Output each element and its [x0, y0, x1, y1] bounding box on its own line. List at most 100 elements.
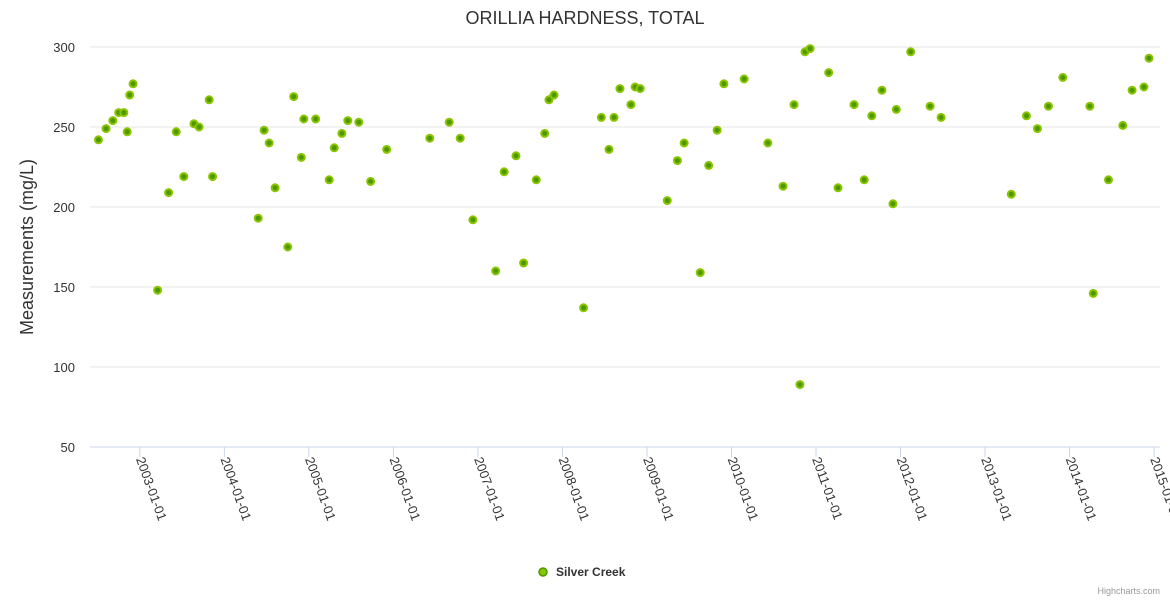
data-point[interactable] — [604, 144, 614, 154]
data-point[interactable] — [382, 144, 392, 154]
data-point[interactable] — [833, 183, 843, 193]
data-point[interactable] — [789, 100, 799, 110]
data-point[interactable] — [101, 124, 111, 134]
x-tick-label: 2015-01-01 — [1147, 455, 1170, 523]
data-point[interactable] — [125, 90, 135, 100]
x-tick-label: 2014-01-01 — [1063, 455, 1100, 523]
data-point[interactable] — [1088, 288, 1098, 298]
data-point[interactable] — [171, 127, 181, 137]
data-point[interactable] — [849, 100, 859, 110]
data-point[interactable] — [289, 92, 299, 102]
data-point[interactable] — [544, 95, 554, 105]
data-point[interactable] — [1058, 72, 1068, 82]
data-point[interactable] — [253, 213, 263, 223]
data-point[interactable] — [936, 112, 946, 122]
x-tick-label: 2008-01-01 — [556, 455, 593, 523]
y-tick-label: 100 — [53, 360, 75, 375]
data-point[interactable] — [1085, 101, 1095, 111]
data-point[interactable] — [763, 138, 773, 148]
data-point[interactable] — [259, 125, 269, 135]
data-point[interactable] — [615, 84, 625, 94]
data-point[interactable] — [128, 79, 138, 89]
data-point[interactable] — [122, 127, 132, 137]
data-point[interactable] — [1127, 85, 1137, 95]
data-point[interactable] — [672, 156, 682, 166]
data-point[interactable] — [679, 138, 689, 148]
data-point[interactable] — [906, 47, 916, 57]
x-tick-label: 2005-01-01 — [302, 455, 339, 523]
data-point[interactable] — [491, 266, 501, 276]
x-tick-label: 2009-01-01 — [640, 455, 677, 523]
data-point[interactable] — [270, 183, 280, 193]
data-point[interactable] — [877, 85, 887, 95]
x-tick-label: 2012-01-01 — [894, 455, 931, 523]
data-point[interactable] — [1118, 120, 1128, 130]
y-tick-label: 200 — [53, 200, 75, 215]
data-point[interactable] — [596, 112, 606, 122]
data-point[interactable] — [719, 79, 729, 89]
data-point[interactable] — [925, 101, 935, 111]
data-point[interactable] — [444, 117, 454, 127]
data-point[interactable] — [337, 128, 347, 138]
data-point[interactable] — [1021, 111, 1031, 121]
data-point[interactable] — [859, 175, 869, 185]
data-point[interactable] — [499, 167, 509, 177]
data-point[interactable] — [635, 84, 645, 94]
y-tick-label: 50 — [61, 440, 75, 455]
data-point[interactable] — [354, 117, 364, 127]
data-point[interactable] — [329, 143, 339, 153]
data-point[interactable] — [366, 176, 376, 186]
data-point[interactable] — [311, 114, 321, 124]
data-point[interactable] — [1103, 175, 1113, 185]
data-point[interactable] — [153, 285, 163, 295]
data-point[interactable] — [324, 175, 334, 185]
y-tick-label: 150 — [53, 280, 75, 295]
data-point[interactable] — [519, 258, 529, 268]
data-point[interactable] — [93, 135, 103, 145]
data-point[interactable] — [888, 199, 898, 209]
data-point[interactable] — [425, 133, 435, 143]
x-tick-label: 2004-01-01 — [218, 455, 255, 523]
data-point[interactable] — [1139, 82, 1149, 92]
data-point[interactable] — [179, 172, 189, 182]
data-point[interactable] — [549, 90, 559, 100]
data-point[interactable] — [468, 215, 478, 225]
data-point[interactable] — [455, 133, 465, 143]
data-point[interactable] — [695, 268, 705, 278]
data-point[interactable] — [1144, 53, 1154, 63]
data-point[interactable] — [194, 122, 204, 132]
data-point[interactable] — [1043, 101, 1053, 111]
data-point[interactable] — [778, 181, 788, 191]
data-point[interactable] — [712, 125, 722, 135]
data-point[interactable] — [891, 104, 901, 114]
data-point[interactable] — [119, 108, 129, 118]
data-point[interactable] — [343, 116, 353, 126]
data-point[interactable] — [704, 160, 714, 170]
x-tick-label: 2007-01-01 — [471, 455, 508, 523]
credits-link[interactable]: Highcharts.com — [1097, 586, 1160, 596]
data-point[interactable] — [540, 128, 550, 138]
data-point[interactable] — [867, 111, 877, 121]
data-point[interactable] — [108, 116, 118, 126]
data-point[interactable] — [208, 172, 218, 182]
y-tick-label: 300 — [53, 40, 75, 55]
data-point[interactable] — [824, 68, 834, 78]
data-point[interactable] — [299, 114, 309, 124]
legend-item-silver-creek[interactable]: Silver Creek — [538, 565, 626, 579]
data-point[interactable] — [204, 95, 214, 105]
data-point[interactable] — [1006, 189, 1016, 199]
data-point[interactable] — [626, 100, 636, 110]
data-point[interactable] — [531, 175, 541, 185]
data-point[interactable] — [579, 303, 589, 313]
data-point[interactable] — [264, 138, 274, 148]
data-point[interactable] — [609, 112, 619, 122]
data-point[interactable] — [1032, 124, 1042, 134]
data-point[interactable] — [662, 196, 672, 206]
data-point[interactable] — [164, 188, 174, 198]
data-point[interactable] — [283, 242, 293, 252]
data-point[interactable] — [805, 44, 815, 54]
data-point[interactable] — [511, 151, 521, 161]
data-point[interactable] — [739, 74, 749, 84]
data-point[interactable] — [296, 152, 306, 162]
data-point[interactable] — [795, 380, 805, 390]
